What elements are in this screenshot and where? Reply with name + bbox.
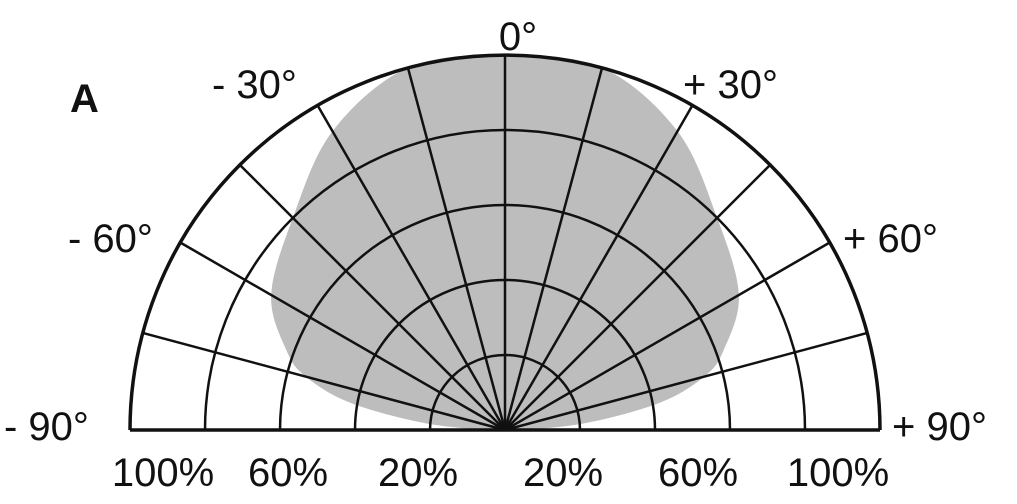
angle-label: - 30° (212, 63, 297, 107)
spoke--75 (142, 331, 506, 432)
spoke-30 (503, 104, 694, 431)
angle-label: + 30° (683, 63, 778, 107)
radial-tick-label: 100% (112, 451, 214, 495)
angle-label: + 90° (892, 405, 987, 449)
spoke-60 (504, 241, 831, 432)
spoke-75 (504, 331, 868, 432)
spoke--60 (179, 241, 506, 432)
spoke-45 (504, 163, 772, 431)
panel-label: A (70, 77, 99, 121)
spoke-15 (503, 67, 604, 431)
angle-label: 0° (499, 15, 537, 59)
angle-label: - 90° (4, 405, 89, 449)
radial-tick-label: 20% (523, 451, 603, 495)
radial-tick-label: 20% (378, 451, 458, 495)
angle-label: + 60° (843, 217, 938, 261)
spoke--45 (238, 163, 506, 431)
radial-tick-label: 100% (787, 451, 889, 495)
spoke--30 (316, 104, 507, 431)
angle-label: - 60° (68, 217, 153, 261)
radial-tick-label: 60% (658, 451, 738, 495)
radial-tick-label: 60% (248, 451, 328, 495)
spoke--15 (406, 67, 507, 431)
